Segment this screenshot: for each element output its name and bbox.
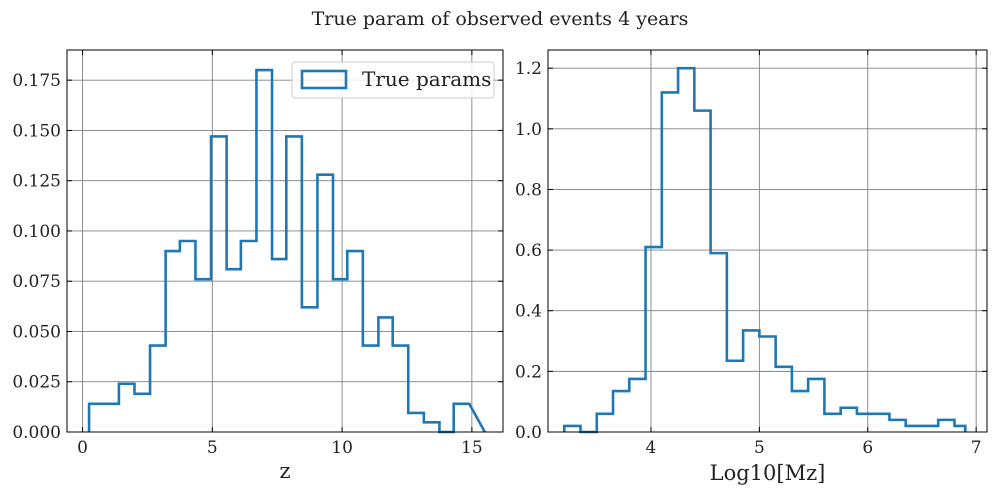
y-tick-label: 0.100 (12, 222, 61, 242)
histogram-panel-log-mass: 4 5 6 7 0.0 0.2 0.4 0.6 0.8 1.0 1.2 Log10[Mz] (515, 49, 988, 485)
legend-label: True params (362, 67, 491, 91)
x-tick-label: 5 (207, 438, 218, 458)
y-tick-label: 0.0 (515, 423, 542, 443)
y-tick-label: 0.4 (515, 302, 542, 322)
x-tick-label: 5 (754, 438, 765, 458)
y-tick-label: 0.025 (12, 373, 61, 393)
histogram-step-series (562, 66, 967, 434)
x-tick-label: 15 (461, 438, 483, 458)
y-tick-label: 1.2 (515, 59, 542, 79)
axes-frame (547, 49, 988, 433)
x-tick-label: 4 (646, 438, 657, 458)
legend-swatch (300, 69, 348, 90)
x-axis-label: Log10[Mz] (710, 461, 826, 485)
y-tick-label: 0.075 (12, 272, 61, 292)
x-axis-label: z (279, 459, 290, 483)
y-tick-label: 0.8 (515, 180, 542, 200)
y-tick-label: 0.6 (515, 241, 542, 261)
x-tick-label: 7 (971, 438, 982, 458)
y-tick-label: 0.000 (12, 423, 61, 443)
axes-frame (66, 49, 504, 433)
y-tick-label: 0.2 (515, 362, 542, 382)
x-tick-label: 6 (862, 438, 873, 458)
y-tick-label: 0.125 (12, 172, 61, 192)
y-tick-label: 1.0 (515, 120, 542, 140)
y-tick-label: 0.050 (12, 322, 61, 342)
figure-title: True param of observed events 4 years (312, 8, 689, 30)
x-tick-label: 0 (77, 438, 88, 458)
x-tick-label: 10 (331, 438, 353, 458)
histogram-step-series (87, 68, 486, 434)
y-tick-label: 0.150 (12, 121, 61, 141)
y-tick-label: 0.175 (12, 71, 61, 91)
histogram-panel-redshift: 0 5 10 15 0.000 0.025 0.050 0.075 0.100 0.125 0.15… (12, 49, 504, 483)
